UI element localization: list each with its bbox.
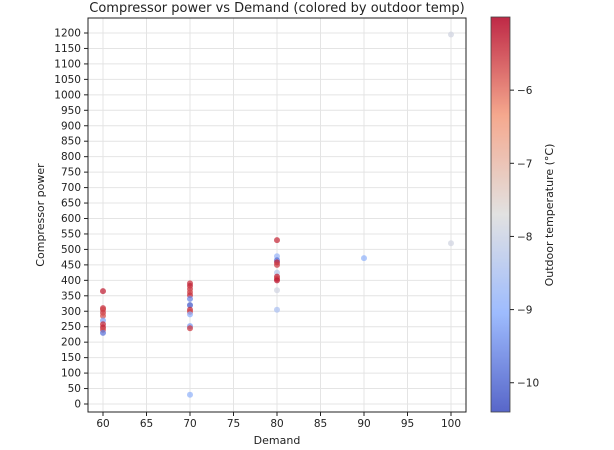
data-point	[100, 312, 106, 319]
data-point	[100, 329, 106, 336]
data-point	[274, 237, 280, 244]
colorbar-tick-label: −8	[517, 231, 532, 243]
x-tick-label: 60	[96, 418, 109, 430]
y-tick-label: 1100	[54, 58, 81, 70]
x-tick-label: 75	[227, 418, 240, 430]
chart-title: Compressor power vs Demand (colored by o…	[89, 1, 464, 16]
y-axis-label: Compressor power	[34, 163, 47, 267]
y-tick-label: 900	[61, 120, 81, 132]
y-tick-label: 1000	[54, 89, 81, 101]
y-tick-label: 1150	[54, 43, 81, 55]
colorbar-tick-label: −7	[517, 158, 532, 170]
y-tick-label: 750	[61, 167, 81, 179]
y-tick-label: 100	[61, 368, 81, 380]
y-tick-label: 0	[74, 399, 81, 411]
y-tick-label: 1200	[54, 28, 81, 40]
data-point	[448, 31, 454, 38]
y-tick-label: 450	[61, 259, 81, 271]
data-point	[448, 240, 454, 247]
y-tick-label: 700	[61, 182, 81, 194]
y-tick-label: 250	[61, 321, 81, 333]
data-point	[187, 302, 193, 309]
data-point	[187, 325, 193, 332]
y-tick-label: 500	[61, 244, 81, 256]
data-point	[274, 306, 280, 313]
y-tick-label: 400	[61, 275, 81, 287]
x-tick-label: 80	[270, 418, 283, 430]
y-tick-label: 650	[61, 198, 81, 210]
y-tick-label: 950	[61, 105, 81, 117]
data-point	[187, 311, 193, 318]
data-point	[187, 295, 193, 302]
x-tick-label: 85	[314, 418, 327, 430]
y-tick-label: 200	[61, 337, 81, 349]
colorbar	[490, 16, 511, 413]
y-tick-label: 850	[61, 136, 81, 148]
y-tick-label: 150	[61, 352, 81, 364]
y-tick-label: 550	[61, 228, 81, 240]
data-point	[361, 255, 367, 262]
x-tick-label: 65	[140, 418, 153, 430]
data-point	[100, 288, 106, 295]
colorbar-tick-label: −10	[517, 378, 539, 390]
colorbar-tick-label: −9	[517, 305, 532, 317]
y-tick-label: 800	[61, 151, 81, 163]
y-tick-label: 50	[68, 383, 81, 395]
data-point	[274, 277, 280, 284]
colorbar-tick-label: −6	[517, 85, 533, 97]
x-tick-label: 100	[441, 418, 461, 430]
y-tick-label: 600	[61, 213, 81, 225]
x-tick-label: 95	[401, 418, 414, 430]
x-tick-label: 70	[183, 418, 196, 430]
colorbar-label: Outdoor temperature (°C)	[543, 144, 556, 287]
y-tick-label: 350	[61, 290, 81, 302]
x-tick-label: 90	[357, 418, 370, 430]
y-tick-label: 1050	[54, 74, 81, 86]
data-point	[274, 287, 280, 294]
y-tick-label: 300	[61, 306, 81, 318]
data-point	[274, 261, 280, 268]
x-axis-label: Demand	[254, 434, 301, 447]
data-point	[187, 391, 193, 398]
